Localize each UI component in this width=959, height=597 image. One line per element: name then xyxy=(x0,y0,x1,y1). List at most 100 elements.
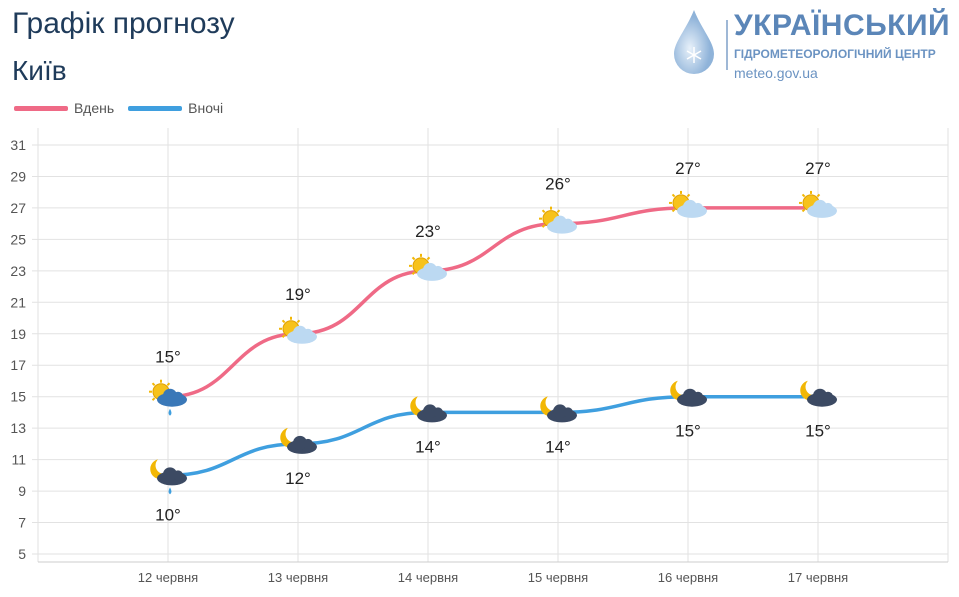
day-temp-label: 19° xyxy=(285,285,311,304)
cloud xyxy=(293,325,307,340)
cloud xyxy=(693,202,703,213)
sun-cloud-icon xyxy=(799,190,837,218)
night-temp-label: 14° xyxy=(415,437,441,456)
cloud xyxy=(553,404,567,419)
y-tick-label: 13 xyxy=(10,420,26,436)
sun-ray xyxy=(426,256,431,261)
cloud xyxy=(303,328,313,339)
sun-ray xyxy=(801,208,806,213)
cloud xyxy=(173,470,183,481)
x-tick-label: 15 червня xyxy=(528,570,588,585)
logo-name: УКРАЇНСЬКИЙ xyxy=(734,9,951,42)
city-name: Київ xyxy=(12,55,67,86)
cloud xyxy=(553,215,567,230)
sun-cloud-icon xyxy=(409,253,447,281)
night-temp-label: 12° xyxy=(285,469,311,488)
cloud xyxy=(693,391,703,402)
cloud xyxy=(823,391,833,402)
sun-ray xyxy=(151,397,156,401)
cloud xyxy=(163,388,177,403)
y-tick-label: 31 xyxy=(10,137,26,153)
night-temp-label: 10° xyxy=(155,505,181,524)
moon-cloud-icon xyxy=(540,396,577,423)
sun-ray xyxy=(166,382,171,387)
y-tick-label: 21 xyxy=(10,294,26,310)
cloud xyxy=(813,388,827,403)
water-drop-icon xyxy=(674,10,714,74)
night-temp-label: 15° xyxy=(805,422,831,441)
cloud xyxy=(303,438,313,449)
sun-ray xyxy=(801,193,806,198)
sun-ray xyxy=(556,209,561,213)
day-temp-label: 27° xyxy=(675,159,701,178)
day-temp-label: 27° xyxy=(805,159,831,178)
sun-ray xyxy=(816,193,821,198)
y-tick-label: 23 xyxy=(10,263,26,279)
y-tick-label: 27 xyxy=(10,200,26,216)
cloud xyxy=(433,265,443,276)
cloud xyxy=(293,435,307,450)
y-tick-label: 5 xyxy=(18,546,26,562)
x-tick-label: 16 червня xyxy=(658,570,718,585)
sun-ray xyxy=(686,193,691,198)
night-temp-label: 15° xyxy=(675,422,701,441)
moon-cloud-icon xyxy=(280,427,317,454)
night-temp-label: 14° xyxy=(545,437,571,456)
page-title: Графік прогнозу xyxy=(12,7,235,40)
x-tick-label: 13 червня xyxy=(268,570,328,585)
logo: УКРАЇНСЬКИЙ ГІДРОМЕТЕОРОЛОГІЧНИЙ ЦЕНТР m… xyxy=(672,8,956,82)
cloud xyxy=(563,218,573,229)
cloud xyxy=(173,391,183,402)
cloud xyxy=(423,262,437,277)
y-tick-label: 7 xyxy=(18,515,26,531)
legend-swatch-day xyxy=(14,105,68,111)
sun-ray xyxy=(411,256,416,261)
legend-label-day[interactable]: Вдень xyxy=(74,100,115,116)
cloud xyxy=(563,407,573,418)
moon-cloud-rain-icon xyxy=(150,459,187,495)
cloud xyxy=(433,407,443,418)
sun-cloud-icon xyxy=(669,190,707,218)
night-series-line xyxy=(167,394,818,478)
cloud xyxy=(683,199,697,214)
sun-cloud-rain-icon xyxy=(149,379,187,416)
day-temp-label: 23° xyxy=(415,222,441,241)
y-tick-label: 25 xyxy=(10,231,26,247)
x-tick-label: 14 червня xyxy=(398,570,458,585)
sun-ray xyxy=(671,193,676,198)
sun-ray xyxy=(541,224,546,228)
moon-cloud-icon xyxy=(670,380,707,407)
logo-url[interactable]: meteo.gov.ua xyxy=(734,65,818,81)
sun-ray xyxy=(411,271,416,276)
sun-ray xyxy=(151,382,156,387)
cloud xyxy=(683,388,697,403)
sun-ray xyxy=(281,334,286,338)
cloud xyxy=(813,199,827,214)
day-temp-label: 15° xyxy=(155,348,181,367)
sun-ray xyxy=(281,319,286,324)
y-tick-label: 17 xyxy=(10,357,26,373)
raindrop xyxy=(168,408,172,416)
cloud xyxy=(163,467,177,482)
y-tick-label: 29 xyxy=(10,168,26,184)
moon-cloud-icon xyxy=(800,380,837,407)
sun-cloud-icon xyxy=(539,206,577,234)
cloud xyxy=(823,202,833,213)
sun-ray xyxy=(671,208,676,213)
logo-subtitle: ГІДРОМЕТЕОРОЛОГІЧНИЙ ЦЕНТР xyxy=(734,47,936,61)
raindrop xyxy=(168,487,172,495)
y-tick-label: 9 xyxy=(18,483,26,499)
sun-ray xyxy=(541,209,546,213)
sun-cloud-icon xyxy=(279,316,317,344)
sun-ray xyxy=(296,319,301,324)
y-tick-label: 19 xyxy=(10,326,26,342)
y-tick-label: 11 xyxy=(11,452,26,468)
legend: Вдень Вночі xyxy=(14,100,223,116)
legend-label-night[interactable]: Вночі xyxy=(188,100,224,116)
cloud xyxy=(423,404,437,419)
legend-swatch-night xyxy=(128,105,183,111)
y-tick-label: 15 xyxy=(10,389,26,405)
day-temp-label: 26° xyxy=(545,175,571,194)
x-tick-label: 17 червня xyxy=(788,570,848,585)
